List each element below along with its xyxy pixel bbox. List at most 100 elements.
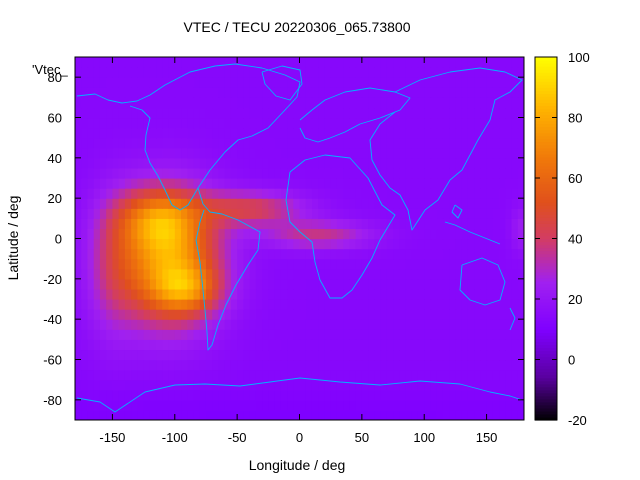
heatmap-cell: [156, 97, 163, 109]
heatmap-cell: [480, 107, 488, 119]
heatmap-cell: [399, 258, 407, 270]
heatmap-cell: [505, 379, 513, 391]
colorbar-segment: [535, 174, 557, 179]
heatmap-cell: [424, 359, 432, 371]
heatmap-cell: [368, 208, 375, 219]
heatmap-cell: [368, 389, 375, 401]
heatmap-cell: [411, 87, 419, 98]
heatmap-cell: [461, 228, 469, 240]
heatmap-cell: [168, 369, 176, 381]
heatmap-cell: [417, 87, 425, 98]
heatmap-cell: [299, 278, 307, 290]
heatmap-cell: [455, 349, 463, 361]
heatmap-cell: [280, 389, 288, 401]
heatmap-cell: [386, 228, 394, 240]
heatmap-cell: [343, 198, 350, 209]
heatmap-cell: [467, 278, 475, 290]
heatmap-cell: [480, 379, 488, 391]
heatmap-cell: [436, 379, 444, 391]
heatmap-cell: [386, 329, 394, 340]
heatmap-cell: [193, 309, 201, 320]
heatmap-cell: [343, 147, 350, 159]
heatmap-cell: [93, 87, 101, 98]
heatmap-cell: [156, 278, 163, 290]
heatmap-cell: [399, 228, 407, 240]
heatmap-cell: [330, 258, 338, 270]
heatmap-cell: [361, 309, 369, 320]
heatmap-cell: [224, 188, 232, 199]
heatmap-cell: [137, 359, 145, 371]
heatmap-cell: [461, 369, 469, 381]
heatmap-cell: [343, 349, 350, 361]
heatmap-cell: [287, 208, 294, 219]
heatmap-cell: [405, 369, 413, 381]
heatmap-cell: [137, 218, 145, 230]
heatmap-cell: [293, 409, 301, 420]
heatmap-cell: [112, 127, 120, 139]
heatmap-cell: [137, 258, 145, 270]
heatmap-cell: [417, 339, 425, 351]
colorbar-tick-label: 0: [568, 353, 575, 368]
heatmap-cell: [311, 409, 319, 420]
heatmap-cell: [99, 278, 107, 290]
heatmap-cell: [293, 188, 301, 199]
heatmap-cell: [424, 329, 432, 340]
heatmap-cell: [93, 409, 101, 420]
heatmap-cell: [149, 238, 157, 250]
heatmap-cell: [156, 117, 163, 129]
heatmap-cell: [87, 218, 95, 230]
heatmap-cell: [75, 147, 82, 159]
heatmap-cell: [75, 167, 82, 179]
heatmap-cell: [486, 389, 494, 401]
heatmap-cell: [474, 157, 481, 169]
heatmap-cell: [436, 198, 444, 209]
heatmap-cell: [417, 67, 425, 78]
heatmap-cell: [262, 87, 269, 98]
heatmap-cell: [505, 349, 513, 361]
heatmap-cell: [143, 248, 151, 260]
heatmap-cell: [324, 117, 332, 129]
heatmap-cell: [449, 339, 457, 351]
heatmap-cell: [280, 218, 288, 230]
heatmap-cell: [181, 319, 188, 330]
heatmap-cell: [405, 288, 413, 300]
heatmap-cell: [424, 167, 432, 179]
heatmap-cell: [156, 147, 163, 159]
heatmap-cell: [118, 198, 126, 209]
heatmap-cell: [249, 57, 257, 68]
heatmap-cell: [118, 379, 126, 391]
heatmap-cell: [461, 248, 469, 260]
heatmap-cell: [268, 218, 276, 230]
heatmap-cell: [374, 107, 382, 119]
heatmap-cell: [480, 198, 488, 209]
heatmap-cell: [417, 218, 425, 230]
heatmap-cell: [517, 409, 524, 420]
heatmap-cell: [99, 329, 107, 340]
heatmap-cell: [517, 107, 524, 119]
heatmap-cell: [461, 389, 469, 401]
heatmap-cell: [137, 268, 145, 280]
colorbar-segment: [535, 238, 557, 243]
heatmap-cell: [455, 188, 463, 199]
colorbar-segment: [535, 153, 557, 158]
heatmap-cell: [349, 97, 357, 109]
heatmap-cell: [212, 147, 220, 159]
heatmap-cell: [486, 409, 494, 420]
heatmap-cell: [424, 97, 432, 109]
x-tick-label: -50: [228, 430, 247, 445]
heatmap-cell: [218, 218, 226, 230]
heatmap-cell: [380, 268, 388, 280]
heatmap-cell: [280, 248, 288, 260]
heatmap-cell: [355, 67, 363, 78]
heatmap-cell: [218, 167, 226, 179]
heatmap-cell: [467, 97, 475, 109]
heatmap-cell: [474, 319, 481, 330]
heatmap-cell: [199, 107, 207, 119]
heatmap-cell: [355, 409, 363, 420]
heatmap-cell: [305, 319, 313, 330]
heatmap-cell: [499, 178, 506, 189]
heatmap-cell: [474, 409, 481, 420]
heatmap-cell: [181, 278, 188, 290]
heatmap-cell: [112, 309, 120, 320]
colorbar-segment: [535, 96, 557, 100]
